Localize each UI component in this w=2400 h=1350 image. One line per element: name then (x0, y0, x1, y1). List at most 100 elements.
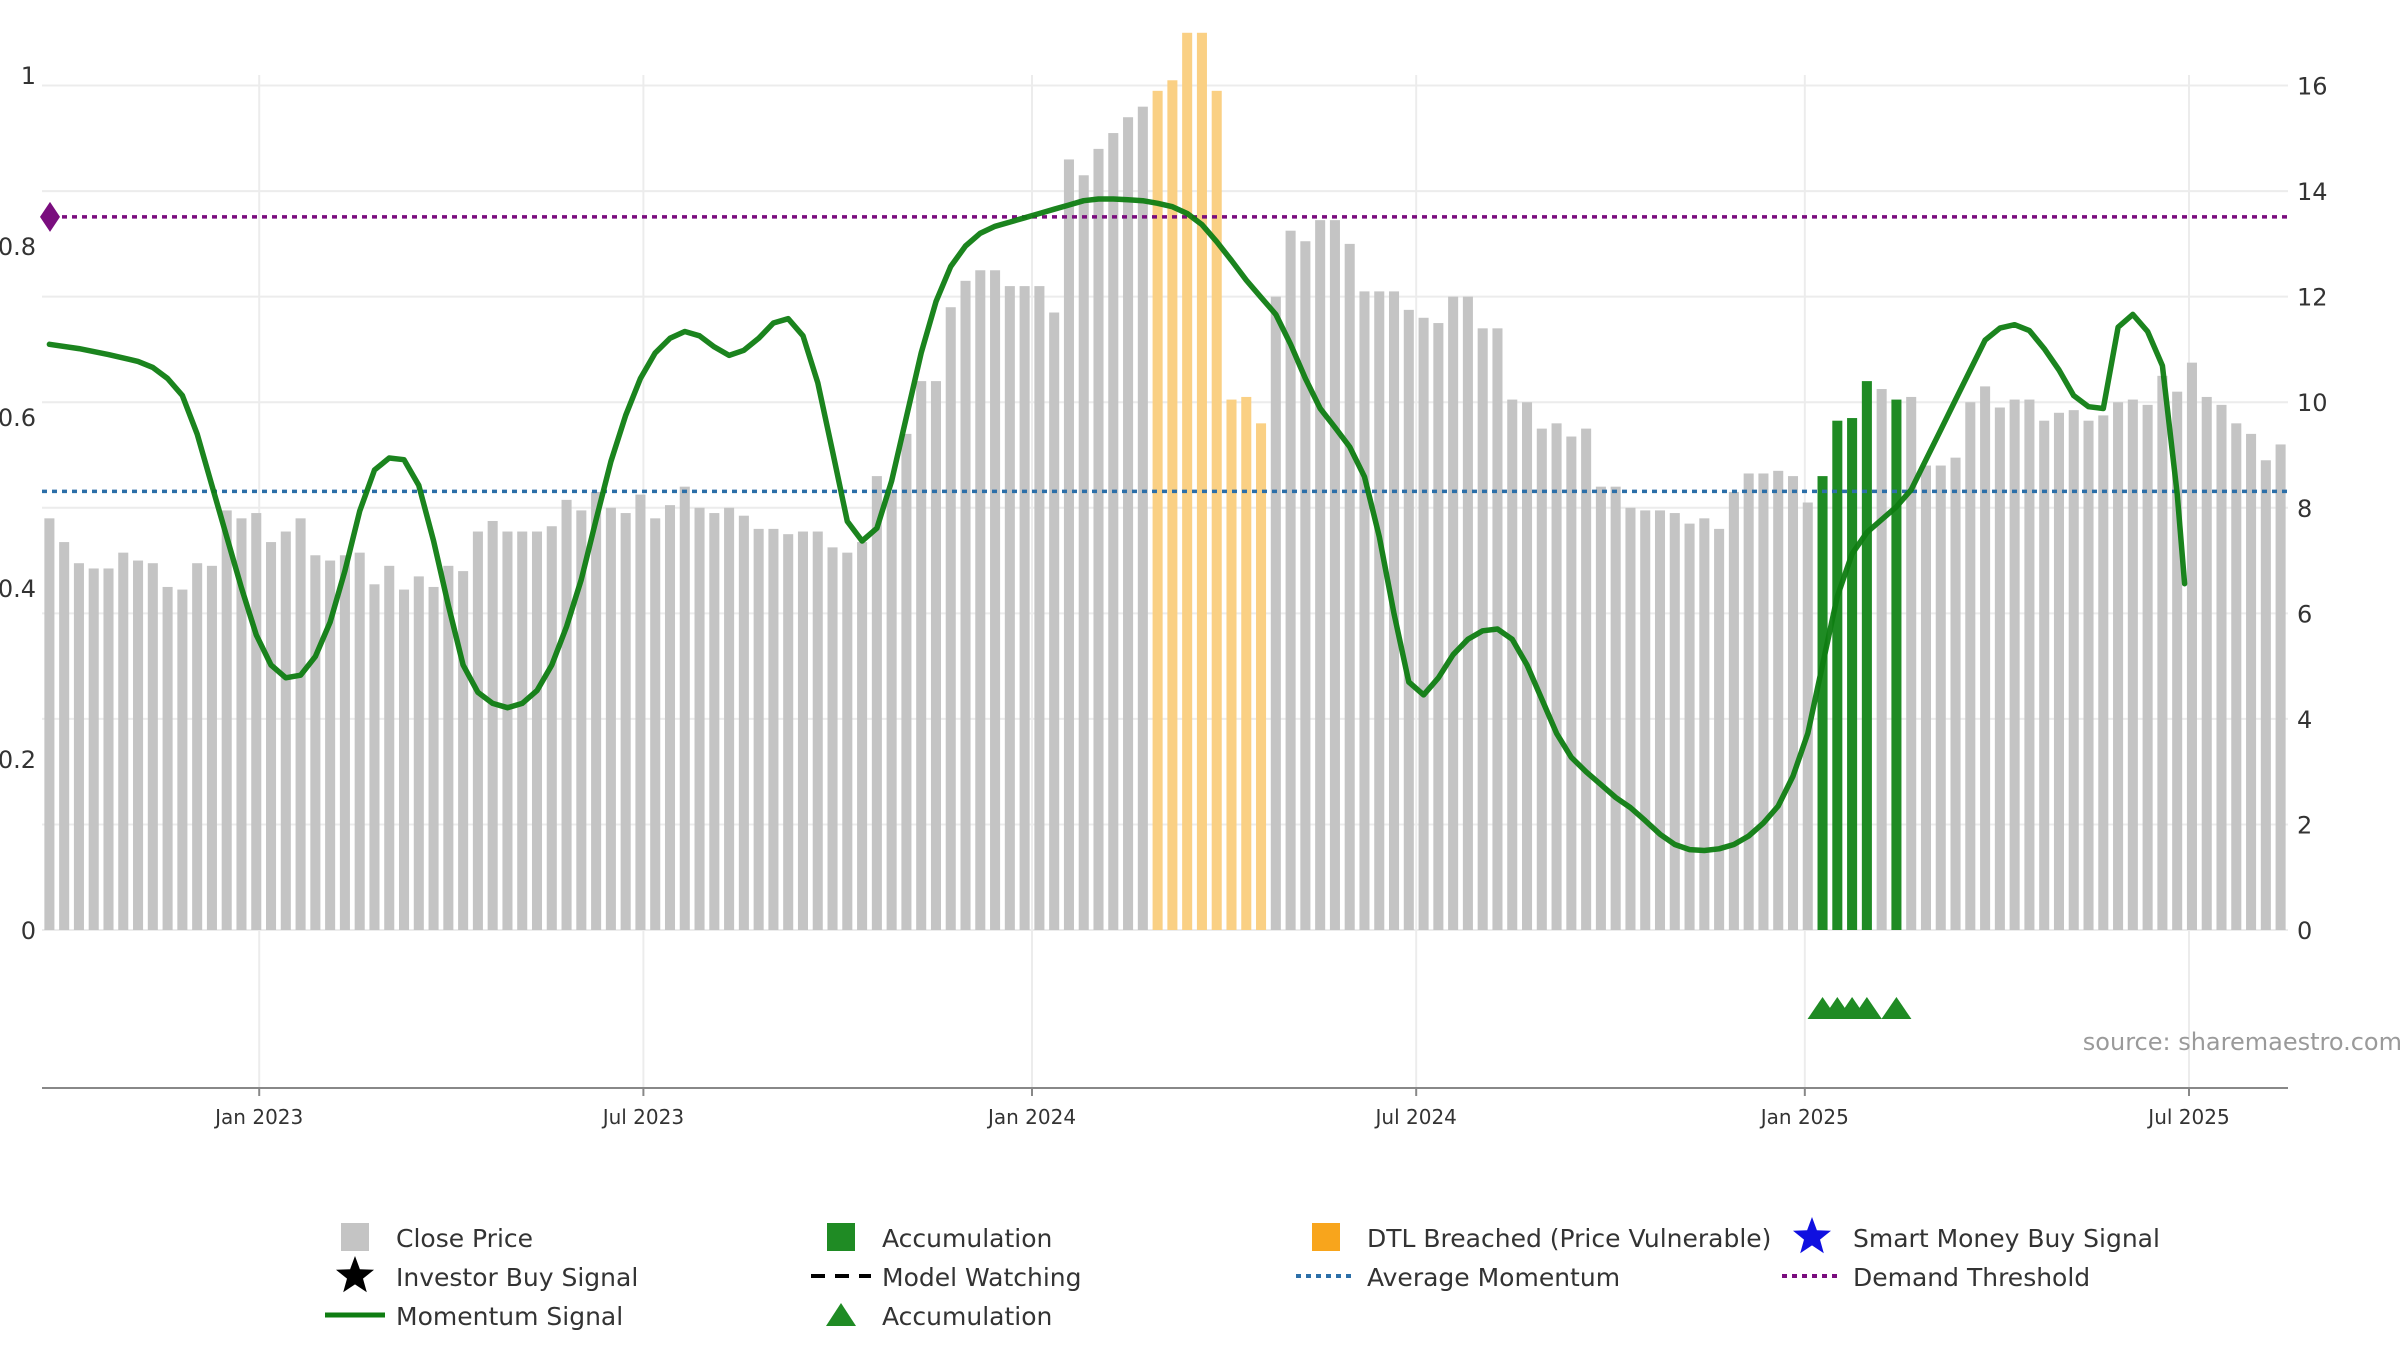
price-bar (1684, 523, 1695, 930)
price-bar (369, 584, 380, 930)
price-bar (620, 513, 631, 930)
price-bar (738, 515, 749, 930)
price-bar (133, 560, 144, 930)
price-bar (546, 526, 557, 930)
price-bar (576, 510, 587, 930)
price-bar (2053, 412, 2064, 930)
price-bar (2157, 375, 2168, 930)
price-bar (2216, 404, 2227, 931)
y-right-tick-label: 14 (2297, 178, 2328, 206)
price-bar (206, 565, 217, 930)
price-bar (2142, 404, 2153, 931)
accumulation-triangle (1881, 997, 1912, 1019)
price-bar (280, 531, 291, 930)
price-bar (1123, 117, 1134, 930)
price-bar (443, 565, 454, 930)
legend-label: Momentum Signal (396, 1302, 623, 1331)
price-bar (1669, 513, 1680, 930)
price-bar (1728, 491, 1739, 930)
price-bar (458, 571, 469, 930)
price-bar (1610, 486, 1621, 930)
x-tick-label: Jul 2025 (2146, 1105, 2229, 1129)
source-note: source: sharemaestro.com (2083, 1028, 2400, 1056)
price-bar (664, 505, 676, 930)
price-bar (1374, 291, 1385, 930)
price-bar (472, 531, 483, 930)
y-left-tick-label: 0.6 (0, 404, 36, 432)
price-bar (783, 534, 794, 930)
price-bar (1108, 133, 1119, 931)
legend-icon-dtl (1312, 1223, 1340, 1251)
momentum-signal-line (46, 196, 2188, 854)
price-bar (724, 507, 735, 930)
price-bar (413, 576, 424, 930)
price-bar (2127, 399, 2138, 930)
x-tick-label: Jul 2024 (1374, 1105, 1457, 1129)
price-bar (1566, 436, 1577, 930)
price-bar (2172, 391, 2183, 931)
price-bar (768, 528, 779, 930)
price-bar (1581, 428, 1592, 930)
price-bar (1137, 106, 1148, 930)
price-bar (901, 433, 912, 930)
y-right-tick-label: 4 (2297, 706, 2312, 734)
price-bar (1802, 502, 1813, 930)
price-bar (1448, 296, 1459, 931)
price-bar (103, 568, 114, 930)
dtl-bar (1256, 423, 1267, 930)
legend-label: Accumulation (882, 1224, 1052, 1253)
price-bar (487, 520, 498, 930)
price-bar (2186, 362, 2197, 930)
price-bar (709, 513, 720, 930)
price-bar (2113, 402, 2124, 930)
demand-threshold-diamond (40, 201, 60, 232)
accumulation-bar (1861, 381, 1872, 931)
price-bar (753, 528, 764, 930)
price-bar (1536, 428, 1547, 930)
price-bar (2068, 410, 2079, 930)
price-bar (1935, 465, 1946, 930)
price-bar (857, 542, 868, 930)
price-bar (2098, 415, 2109, 931)
price-bar (827, 547, 838, 930)
y-right-tick-label: 12 (2297, 284, 2328, 312)
dtl-bar (1182, 32, 1193, 931)
price-bar (797, 531, 809, 930)
price-bar (2083, 420, 2094, 930)
legend-icon-close-price (341, 1223, 369, 1251)
price-bar (635, 494, 646, 930)
accumulation-triangle (1851, 997, 1882, 1019)
y-right-tick-label: 0 (2297, 917, 2312, 945)
price-bar (192, 563, 203, 930)
price-bar (1980, 386, 1991, 930)
price-bar (886, 491, 897, 930)
price-bar (2260, 460, 2271, 930)
price-bar (990, 270, 1001, 930)
bars-group (44, 32, 2286, 931)
price-bar (1654, 510, 1666, 930)
dtl-bar (1167, 80, 1178, 931)
price-bar (384, 565, 395, 930)
legend: Close Price Accumulation DTL Breached (Pri… (325, 1217, 2160, 1331)
price-bar (812, 531, 823, 930)
price-bar (605, 507, 616, 930)
legend-icon-accumulation-triangle (826, 1303, 856, 1326)
price-bar (1743, 473, 1754, 930)
price-bar (1344, 243, 1355, 930)
price-bar (1507, 399, 1518, 930)
legend-label: Model Watching (882, 1263, 1082, 1292)
price-bar (1462, 296, 1473, 931)
price-bar (650, 518, 661, 930)
dtl-bar (1211, 90, 1222, 931)
legend-icon-accumulation (827, 1223, 855, 1251)
price-bar (2231, 423, 2242, 930)
price-bar (1063, 159, 1074, 930)
price-bar (44, 518, 55, 930)
price-bar (960, 280, 971, 930)
price-bar (842, 552, 853, 930)
legend-icon-smart-money-star (1793, 1217, 1831, 1254)
x-tick-label: Jul 2023 (601, 1105, 684, 1129)
price-bar (73, 563, 84, 930)
legend-icon-investor-star (336, 1256, 374, 1293)
